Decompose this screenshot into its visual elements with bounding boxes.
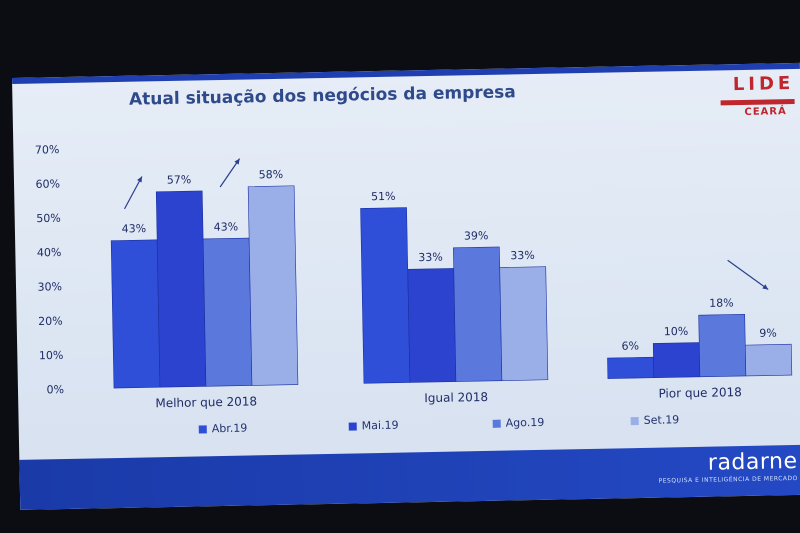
bar — [202, 237, 253, 387]
radar-brand: radarne — [707, 448, 798, 476]
legend-swatch — [492, 419, 501, 428]
data-label: 43% — [122, 222, 147, 235]
data-label: 6% — [621, 339, 639, 352]
legend-label: Ago.19 — [505, 415, 545, 430]
legend-label: Mai.19 — [361, 418, 399, 433]
data-label: 18% — [709, 296, 734, 309]
data-label: 57% — [167, 173, 192, 186]
bar — [453, 246, 503, 382]
data-label: 58% — [259, 168, 284, 181]
legend-item: Mai.19 — [348, 418, 399, 433]
data-label: 9% — [759, 327, 777, 340]
arrow-head-icon — [234, 158, 240, 165]
bar — [360, 207, 411, 384]
y-tick-label: 50% — [36, 212, 61, 225]
y-tick-label: 60% — [35, 177, 60, 190]
y-tick-label: 70% — [35, 143, 60, 156]
bar — [698, 313, 747, 378]
bar — [499, 266, 549, 381]
legend-item: Set.19 — [630, 413, 680, 427]
data-label: 33% — [510, 249, 535, 262]
bar-chart: 0% 10% 20% 30% 40% 50% 60% 70% 43% 51% 6% 57% 33% 10%… — [35, 143, 793, 410]
arrow-head-icon — [137, 176, 142, 183]
data-label: 51% — [371, 190, 396, 203]
y-tick-label: 20% — [38, 315, 63, 328]
presentation-slide: Atual situação dos negócios da empresa L… — [12, 62, 800, 510]
arrow-head-icon — [762, 284, 769, 290]
data-label: 10% — [664, 325, 689, 338]
trend-arrow — [727, 259, 769, 291]
legend-item: Abr.19 — [198, 421, 248, 436]
bar — [744, 343, 793, 377]
legend-swatch — [198, 424, 207, 433]
legend-swatch — [348, 421, 357, 431]
y-tick-label: 10% — [39, 349, 64, 362]
trend-arrow — [124, 176, 143, 210]
data-label: 39% — [464, 229, 489, 242]
legend-item: Ago.19 — [492, 415, 545, 430]
y-tick-label: 0% — [46, 383, 64, 396]
legend-label: Abr.19 — [211, 421, 248, 436]
legend-label: Set.19 — [643, 413, 680, 427]
category-label: Melhor que 2018 — [155, 394, 257, 410]
bar — [407, 268, 457, 383]
category-label: Igual 2018 — [424, 390, 488, 405]
data-label: 43% — [214, 220, 239, 233]
trend-arrow — [219, 158, 241, 188]
bar — [652, 342, 701, 379]
bar — [247, 185, 299, 386]
radar-brand-sub: PESQUISA E INTELIGÊNCIA DE MERCADO — [658, 474, 798, 485]
category-label: Pior que 2018 — [658, 385, 742, 401]
bar — [155, 190, 207, 388]
y-tick-label: 40% — [37, 246, 62, 259]
y-tick-label: 30% — [37, 280, 62, 293]
data-label: 33% — [418, 251, 443, 264]
legend-swatch — [630, 416, 639, 425]
bar — [607, 356, 655, 379]
bar — [110, 239, 161, 389]
